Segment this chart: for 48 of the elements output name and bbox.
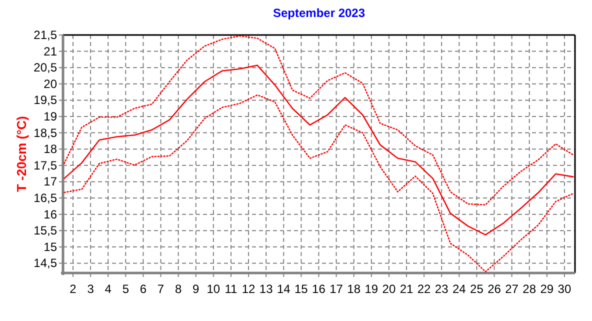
x-tick-label: 18 <box>347 282 361 296</box>
y-tick-label: 16,5 <box>34 191 58 206</box>
y-tick-label: 21 <box>44 44 58 58</box>
x-tick-label: 24 <box>452 282 466 296</box>
y-tick-label: 15,5 <box>34 224 58 238</box>
x-tick-label: 11 <box>224 282 238 296</box>
x-tick-label: 10 <box>206 282 220 296</box>
x-tick-label: 23 <box>434 282 449 296</box>
y-tick-label: 19,5 <box>34 93 58 108</box>
y-tick-label: 16 <box>44 207 58 222</box>
x-tick-label: 29 <box>540 282 554 296</box>
x-tick-label: 20 <box>382 282 396 296</box>
x-tick-label: 9 <box>192 282 200 296</box>
y-tick-label: 17,5 <box>34 158 58 172</box>
x-tick-label: 28 <box>522 282 536 296</box>
y-tick-label: 19 <box>44 110 58 124</box>
y-axis-title: T -20cm (°C) <box>14 116 29 192</box>
y-tick-label: 17 <box>44 174 58 189</box>
x-tick-label: 6 <box>140 282 147 296</box>
y-tick-label: 15 <box>44 240 58 254</box>
x-tick-label: 14 <box>276 282 291 296</box>
x-tick-label: 26 <box>488 282 502 296</box>
x-tick-label: 8 <box>174 282 182 296</box>
y-tick-label: 21,5 <box>34 28 58 42</box>
x-tick-label: 27 <box>505 282 519 296</box>
x-tick-label: 22 <box>417 282 432 296</box>
x-tick-label: 25 <box>470 282 484 296</box>
x-tick-label: 16 <box>312 282 326 296</box>
x-tick-label: 5 <box>122 282 130 296</box>
x-tick-label: 2 <box>70 282 77 296</box>
x-tick-label: 30 <box>558 282 572 296</box>
x-tick-label: 17 <box>330 282 344 296</box>
x-tick-label: 21 <box>400 282 414 296</box>
line-series <box>64 94 574 272</box>
x-tick-label: 4 <box>104 282 112 296</box>
x-tick-label: 13 <box>259 282 274 296</box>
y-tick-label: 20,5 <box>34 60 58 75</box>
y-tick-label: 18 <box>44 142 58 156</box>
x-tick-label: 7 <box>157 282 164 296</box>
y-tick-label: 18,5 <box>34 126 58 140</box>
line-series <box>64 64 574 236</box>
x-tick-label: 15 <box>294 282 308 296</box>
y-tick-label: 20 <box>44 76 58 91</box>
x-tick-label: 19 <box>364 282 378 296</box>
x-tick-label: 12 <box>242 282 256 296</box>
x-tick-label: 3 <box>87 282 94 296</box>
y-tick-label: 14,5 <box>34 256 58 270</box>
chart-title: September 2023 <box>272 6 366 20</box>
